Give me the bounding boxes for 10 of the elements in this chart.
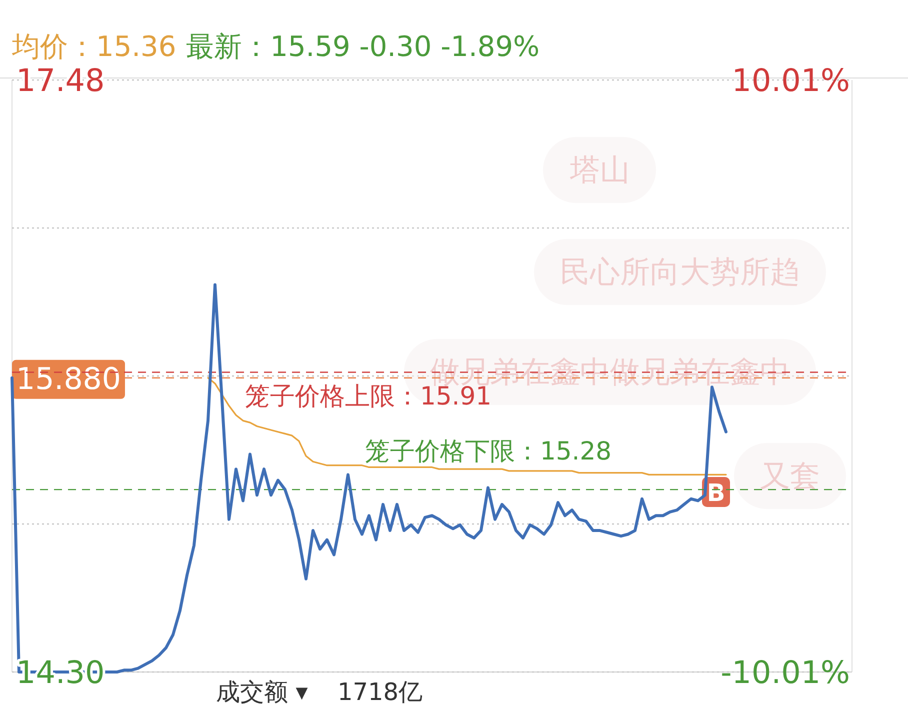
y2-tick-label: 10.01% xyxy=(732,63,850,99)
chart-subtitle: 最新：15.59 -0.30 -1.89% xyxy=(186,30,540,63)
ref-line-label: 15.880 xyxy=(16,362,121,397)
text: 成交额 ▾ xyxy=(216,678,308,706)
y-tick-label: 17.48 xyxy=(16,63,105,99)
chart-title: 均价：15.36 xyxy=(11,30,176,63)
y2-tick-label: -10.01% xyxy=(720,655,850,691)
text: 1718亿 xyxy=(337,678,423,706)
ref-line-label: 笼子价格下限：15.28 xyxy=(365,436,612,466)
annotation: B xyxy=(706,479,726,507)
